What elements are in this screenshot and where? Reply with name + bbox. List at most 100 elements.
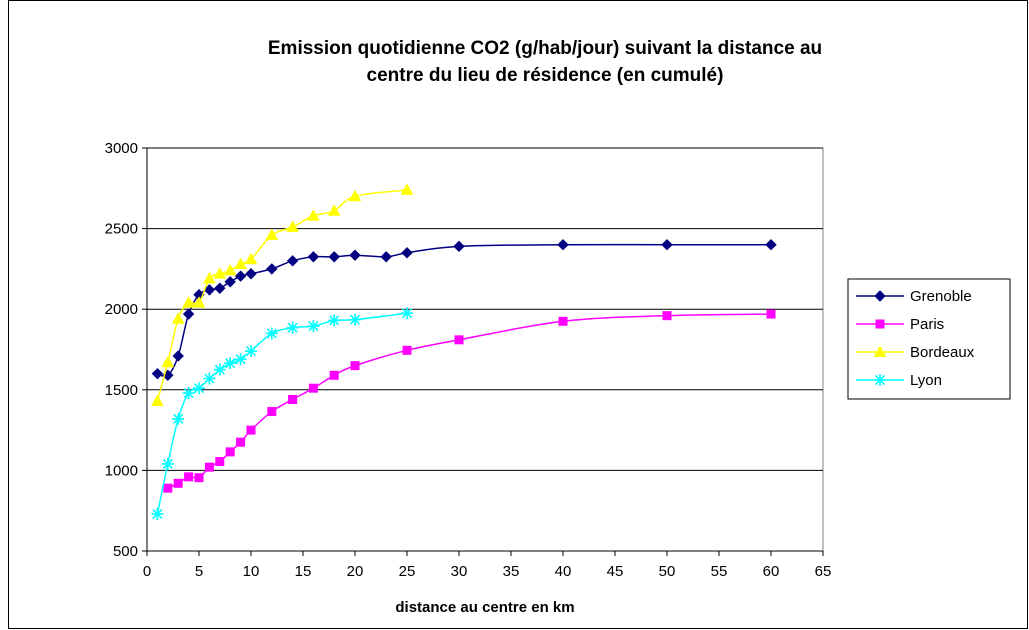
legend-label-bordeaux: Bordeaux <box>910 344 975 361</box>
point-bordeaux-7 <box>223 263 237 276</box>
point-lyon-15 <box>401 307 413 320</box>
point-grenoble-14 <box>349 249 361 261</box>
point-paris-15 <box>454 335 464 345</box>
point-grenoble-0 <box>151 367 164 380</box>
legend-entry-grenoble: Grenoble <box>856 288 972 305</box>
y-tick-label-3000: 3000 <box>105 140 138 157</box>
series-layer <box>151 183 777 520</box>
point-lyon-5 <box>203 372 216 385</box>
legend-label-lyon: Lyon <box>910 372 942 389</box>
point-paris-9 <box>267 407 277 417</box>
point-lyon-14 <box>349 313 361 326</box>
point-grenoble-2 <box>172 350 184 362</box>
y-tick-label-2000: 2000 <box>105 301 138 318</box>
point-paris-5 <box>215 457 225 467</box>
point-paris-17 <box>662 311 672 321</box>
point-bordeaux-6 <box>213 267 227 279</box>
series-grenoble <box>151 239 777 381</box>
point-grenoble-10 <box>266 263 278 275</box>
point-paris-4 <box>204 462 214 472</box>
x-tick-label-10: 10 <box>243 563 260 580</box>
point-bordeaux-4 <box>192 296 206 308</box>
point-paris-18 <box>766 309 776 319</box>
x-tick-label-65: 65 <box>815 563 832 580</box>
point-grenoble-7 <box>224 276 236 288</box>
x-tick-label-15: 15 <box>295 563 312 580</box>
legend-marker-paris <box>875 319 885 329</box>
x-tick-label-45: 45 <box>607 563 624 580</box>
point-lyon-13 <box>328 314 341 327</box>
point-paris-6 <box>225 447 235 457</box>
point-lyon-3 <box>182 387 195 400</box>
point-grenoble-9 <box>245 268 257 280</box>
point-paris-0 <box>163 483 173 493</box>
point-grenoble-17 <box>453 240 465 253</box>
point-grenoble-15 <box>380 251 392 263</box>
point-bordeaux-11 <box>286 220 299 232</box>
point-paris-13 <box>350 361 360 371</box>
axes <box>146 148 823 552</box>
series-bordeaux <box>151 183 414 406</box>
point-paris-3 <box>194 473 204 483</box>
point-paris-11 <box>308 383 318 393</box>
y-tick-label-2500: 2500 <box>105 221 138 238</box>
x-tick-label-5: 5 <box>195 563 203 580</box>
point-lyon-10 <box>265 327 278 340</box>
legend-entry-paris: Paris <box>856 316 944 333</box>
x-axis-ticks: 0 5 10 15 20 25 30 35 40 45 50 55 60 65 <box>143 551 832 580</box>
point-grenoble-19 <box>661 239 673 251</box>
legend-box <box>847 278 1011 400</box>
point-bordeaux-14 <box>348 189 362 202</box>
point-bordeaux-8 <box>234 257 247 269</box>
point-paris-1 <box>173 478 183 488</box>
x-tick-label-50: 50 <box>659 563 676 580</box>
point-paris-12 <box>329 370 339 380</box>
gridlines <box>147 147 823 471</box>
point-lyon-8 <box>234 353 247 366</box>
x-tick-label-20: 20 <box>347 563 364 580</box>
x-axis-label: distance au centre en km <box>395 599 574 616</box>
point-grenoble-12 <box>307 251 320 263</box>
x-tick-label-40: 40 <box>555 563 572 580</box>
point-grenoble-8 <box>234 270 247 282</box>
legend: Grenoble Paris Bordeaux Lyon <box>847 278 1011 400</box>
point-lyon-7 <box>224 357 237 370</box>
x-tick-label-30: 30 <box>451 563 468 580</box>
series-paris <box>163 309 776 493</box>
point-paris-14 <box>402 345 412 355</box>
point-lyon-1 <box>161 457 174 470</box>
y-tick-label-500: 500 <box>113 543 138 560</box>
point-lyon-2 <box>172 412 185 425</box>
point-grenoble-20 <box>765 239 777 251</box>
x-tick-label-55: 55 <box>711 563 728 580</box>
legend-label-paris: Paris <box>910 316 944 333</box>
legend-label-grenoble: Grenoble <box>910 288 972 305</box>
point-bordeaux-12 <box>307 209 320 221</box>
x-tick-label-60: 60 <box>763 563 780 580</box>
point-bordeaux-0 <box>151 394 164 406</box>
point-grenoble-6 <box>214 282 226 294</box>
point-lyon-9 <box>245 345 257 358</box>
point-lyon-6 <box>213 363 226 376</box>
legend-entry-bordeaux: Bordeaux <box>856 344 975 361</box>
point-lyon-12 <box>307 320 320 333</box>
legend-marker-bordeaux <box>873 345 887 357</box>
point-grenoble-11 <box>286 255 299 267</box>
point-grenoble-3 <box>182 308 195 320</box>
legend-entry-lyon: Lyon <box>856 372 942 389</box>
point-bordeaux-15 <box>400 183 414 195</box>
point-bordeaux-13 <box>327 204 341 216</box>
plot-border <box>146 147 824 552</box>
point-paris-8 <box>246 425 256 435</box>
point-lyon-4 <box>193 382 205 395</box>
series-lyon <box>151 307 413 520</box>
y-axis-ticks: 500 1000 1500 2000 2500 3000 <box>105 140 147 560</box>
point-bordeaux-2 <box>171 312 185 324</box>
point-grenoble-16 <box>401 247 413 259</box>
point-lyon-0 <box>151 507 164 520</box>
point-paris-10 <box>288 394 298 404</box>
y-tick-label-1000: 1000 <box>105 462 138 479</box>
chart-title-line-1: Emission quotidienne CO2 (g/hab/jour) su… <box>268 38 822 59</box>
point-bordeaux-10 <box>265 228 279 240</box>
point-lyon-11 <box>286 321 299 334</box>
